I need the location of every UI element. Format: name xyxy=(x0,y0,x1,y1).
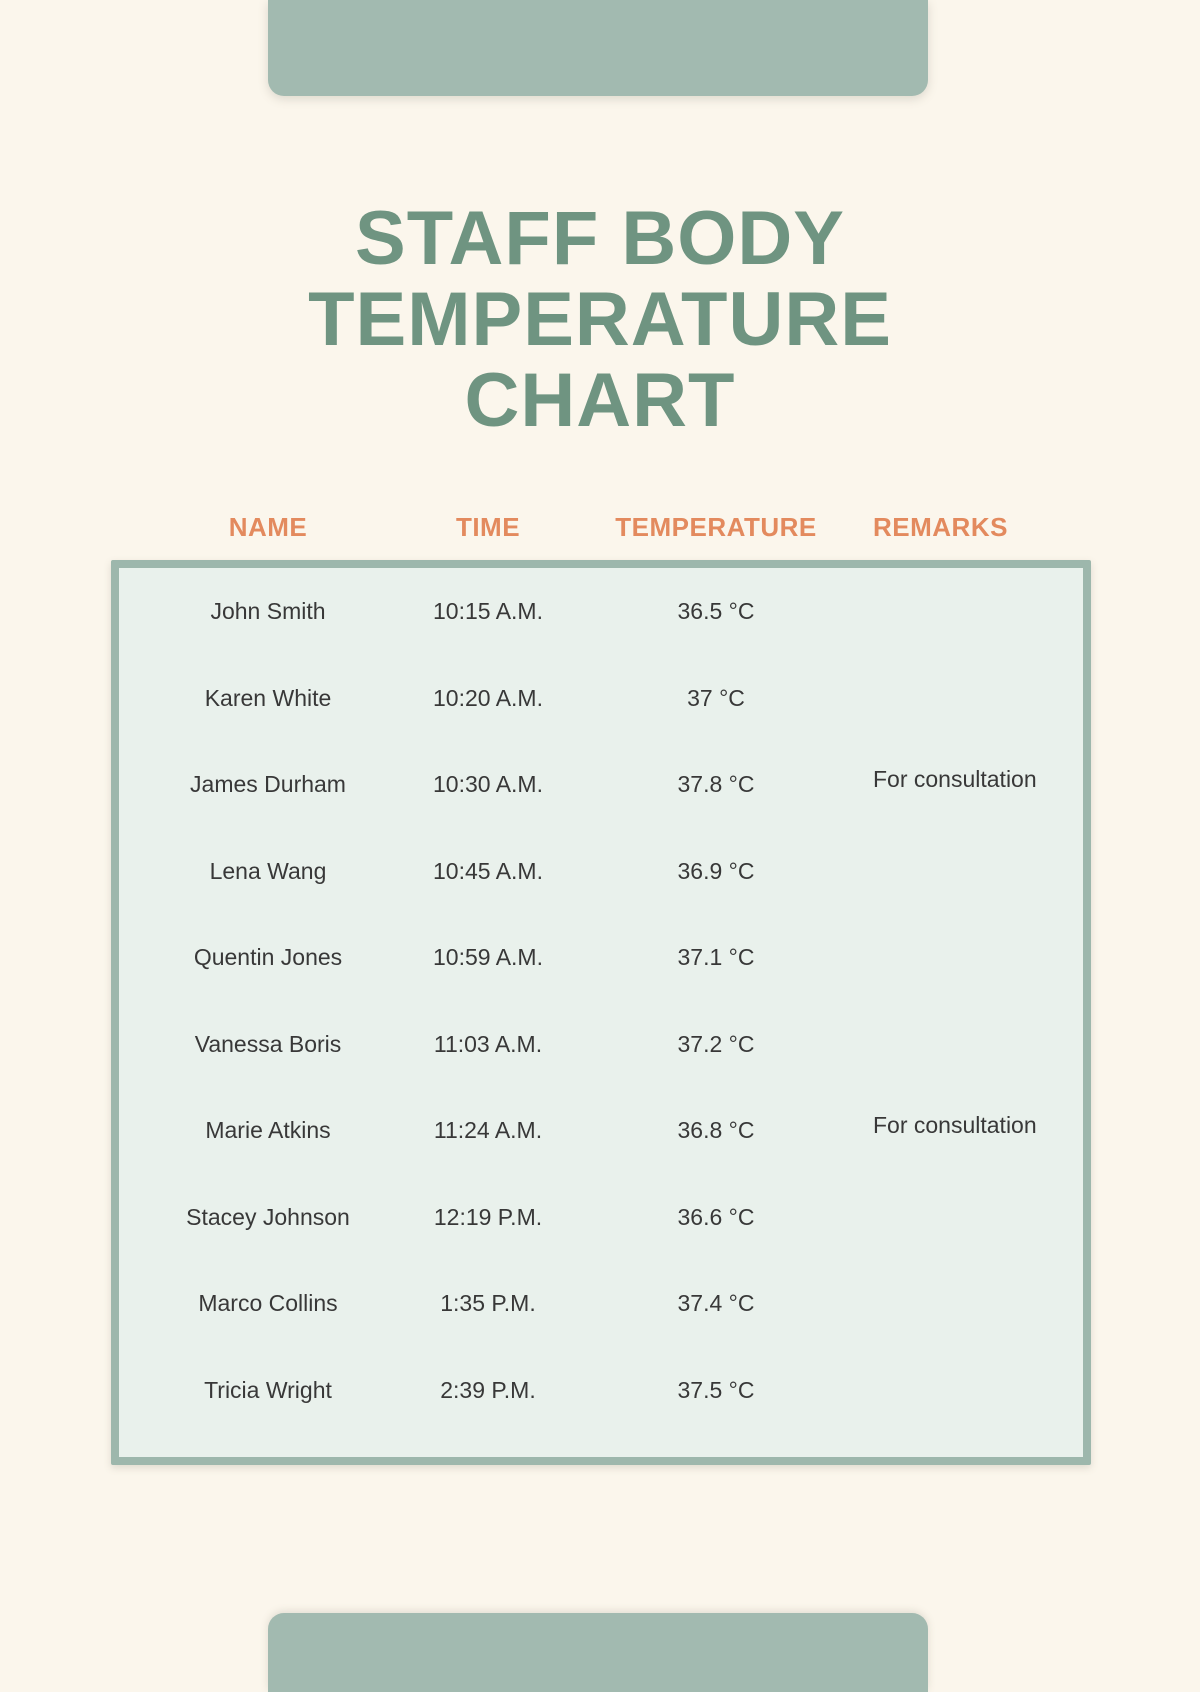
cell-time: 10:45 A.M. xyxy=(433,857,543,884)
cell-name: Vanessa Boris xyxy=(194,1030,342,1057)
cell-time: 11:03 A.M. xyxy=(433,1030,543,1057)
table-row: Vanessa Boris 11:03 A.M. 37.2 °C xyxy=(119,1001,1083,1088)
cell-name: Marie Atkins xyxy=(205,1117,331,1144)
page-title: STAFF BODY TEMPERATURE CHART xyxy=(0,198,1200,441)
cell-name: Lena Wang xyxy=(209,857,327,884)
cell-temperature: 37.1 °C xyxy=(677,944,755,971)
table-row: Lena Wang 10:45 A.M. 36.9 °C xyxy=(119,828,1083,915)
cell-remarks: For consultation xyxy=(873,766,1037,793)
cell-name: Quentin Jones xyxy=(193,944,343,971)
cell-time: 11:24 A.M. xyxy=(433,1117,543,1144)
top-decorative-bar xyxy=(268,0,928,96)
table-row: Stacey Johnson 12:19 P.M. 36.6 °C xyxy=(119,1174,1083,1261)
cell-temperature: 37.8 °C xyxy=(677,771,755,798)
cell-name: John Smith xyxy=(210,598,326,625)
cell-name: Marco Collins xyxy=(198,1290,338,1317)
cell-time: 12:19 P.M. xyxy=(433,1203,543,1230)
column-header-temperature: TEMPERATURE xyxy=(615,512,817,542)
table-body: John Smith 10:15 A.M. 36.5 °C Karen Whit… xyxy=(119,568,1083,1433)
cell-temperature: 37 °C xyxy=(687,684,745,711)
table-row: Quentin Jones 10:59 A.M. 37.1 °C xyxy=(119,914,1083,1001)
cell-name: Stacey Johnson xyxy=(186,1203,350,1230)
table-row: James Durham 10:30 A.M. 37.8 °C For cons… xyxy=(119,741,1083,828)
cell-time: 10:30 A.M. xyxy=(433,771,543,798)
table-row: John Smith 10:15 A.M. 36.5 °C xyxy=(119,568,1083,655)
cell-temperature: 37.5 °C xyxy=(677,1376,755,1403)
cell-temperature: 37.2 °C xyxy=(677,1030,755,1057)
cell-remarks: For consultation xyxy=(873,1112,1037,1139)
temperature-table-panel: John Smith 10:15 A.M. 36.5 °C Karen Whit… xyxy=(111,560,1091,1465)
cell-temperature: 36.5 °C xyxy=(677,598,755,625)
column-header-name: NAME xyxy=(228,512,308,542)
cell-time: 2:39 P.M. xyxy=(440,1376,536,1403)
cell-time: 10:20 A.M. xyxy=(433,684,543,711)
column-header-remarks: REMARKS xyxy=(873,512,1008,542)
cell-time: 1:35 P.M. xyxy=(440,1290,536,1317)
cell-temperature: 36.8 °C xyxy=(677,1117,755,1144)
table-row: Marie Atkins 11:24 A.M. 36.8 °C For cons… xyxy=(119,1087,1083,1174)
page-title-line-3: CHART xyxy=(464,358,736,443)
table-header-row: NAME TIME TEMPERATURE REMARKS xyxy=(119,514,1083,540)
column-header-time: TIME xyxy=(455,512,521,542)
cell-name: Tricia Wright xyxy=(204,1376,332,1403)
table-row: Marco Collins 1:35 P.M. 37.4 °C xyxy=(119,1260,1083,1347)
cell-name: James Durham xyxy=(190,771,346,798)
cell-time: 10:15 A.M. xyxy=(433,598,543,625)
bottom-decorative-bar xyxy=(268,1613,928,1692)
cell-temperature: 36.9 °C xyxy=(677,857,755,884)
table-row: Karen White 10:20 A.M. 37 °C xyxy=(119,655,1083,742)
cell-name: Karen White xyxy=(204,684,332,711)
cell-temperature: 37.4 °C xyxy=(677,1290,755,1317)
cell-temperature: 36.6 °C xyxy=(677,1203,755,1230)
page-title-line-1: STAFF BODY xyxy=(355,196,845,281)
page-title-line-2: TEMPERATURE xyxy=(308,277,892,362)
cell-time: 10:59 A.M. xyxy=(433,944,543,971)
table-row: Tricia Wright 2:39 P.M. 37.5 °C xyxy=(119,1347,1083,1434)
